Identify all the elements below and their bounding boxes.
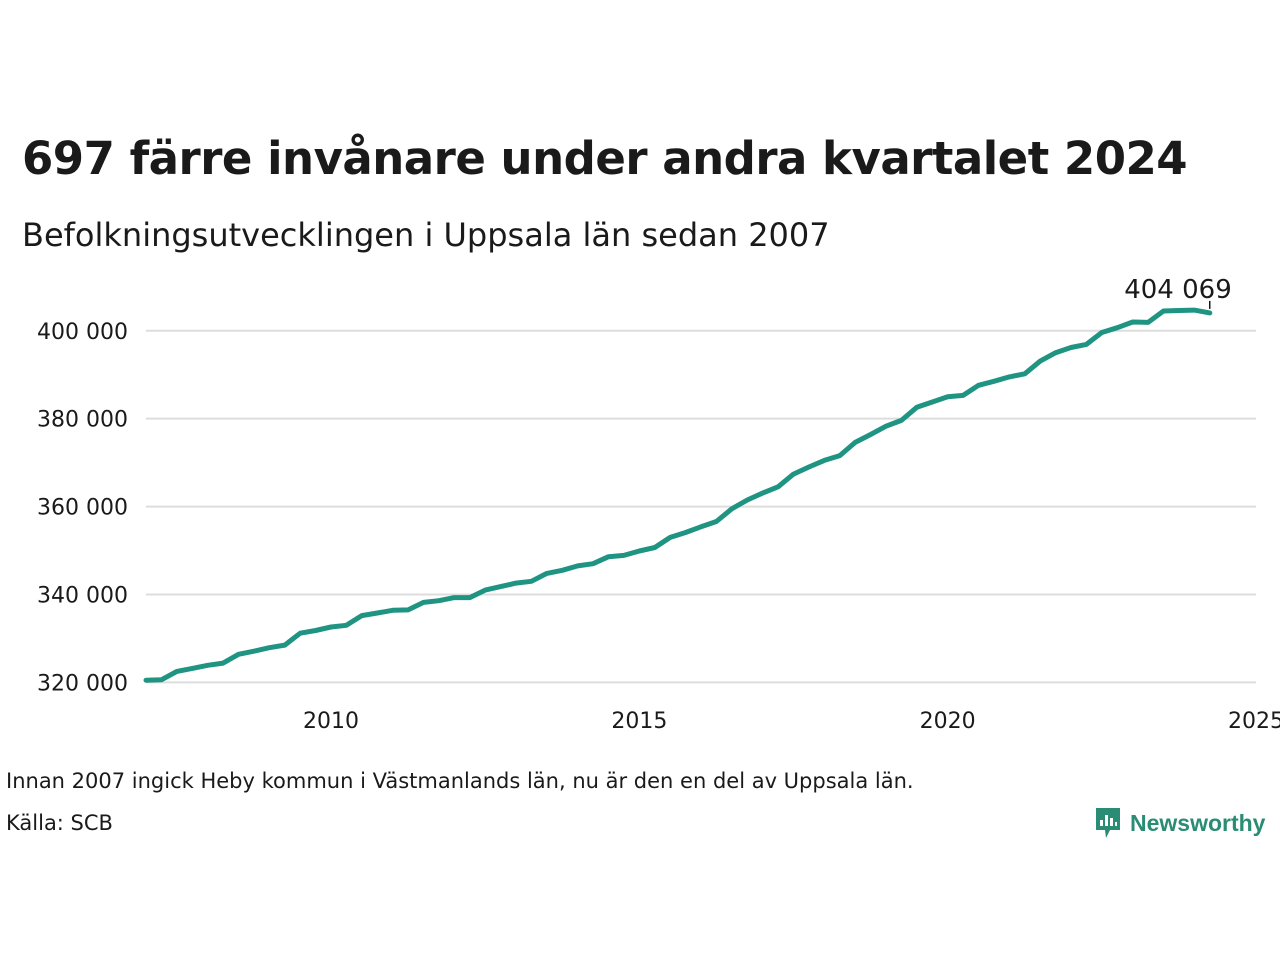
x-axis-ticks: 2010 2015 2020 2025 — [303, 709, 1280, 734]
x-tick-label: 2020 — [920, 709, 976, 734]
chart-subtitle: Befolkningsutvecklingen i Uppsala län se… — [22, 216, 830, 254]
bar-chart-icon — [1096, 808, 1120, 838]
y-tick-label: 360 000 — [37, 496, 128, 521]
x-tick-label: 2010 — [303, 709, 359, 734]
grid-lines — [146, 329, 1256, 684]
series-line — [143, 307, 1213, 683]
series-layer — [143, 307, 1213, 683]
brand-name: Newsworthy — [1130, 809, 1266, 836]
footnote: Innan 2007 ingick Heby kommun i Västmanl… — [6, 769, 914, 793]
y-tick-label: 400 000 — [37, 320, 128, 345]
end-value-label: 404 069 — [1124, 275, 1232, 305]
end-label-layer: 404 069 — [1124, 275, 1232, 309]
source-text: Källa: SCB — [6, 811, 113, 835]
brand-logo: Newsworthy — [1094, 806, 1265, 840]
y-tick-label: 380 000 — [37, 408, 128, 433]
chart-title: 697 färre invånare under andra kvartalet… — [22, 132, 1188, 185]
x-tick-label: 2025 — [1228, 709, 1280, 734]
y-tick-label: 320 000 — [37, 671, 128, 696]
x-tick-label: 2015 — [611, 709, 667, 734]
y-tick-label: 340 000 — [37, 584, 128, 609]
y-axis-ticks: 320 000 340 000 360 000 380 000 400 000 — [37, 320, 128, 697]
